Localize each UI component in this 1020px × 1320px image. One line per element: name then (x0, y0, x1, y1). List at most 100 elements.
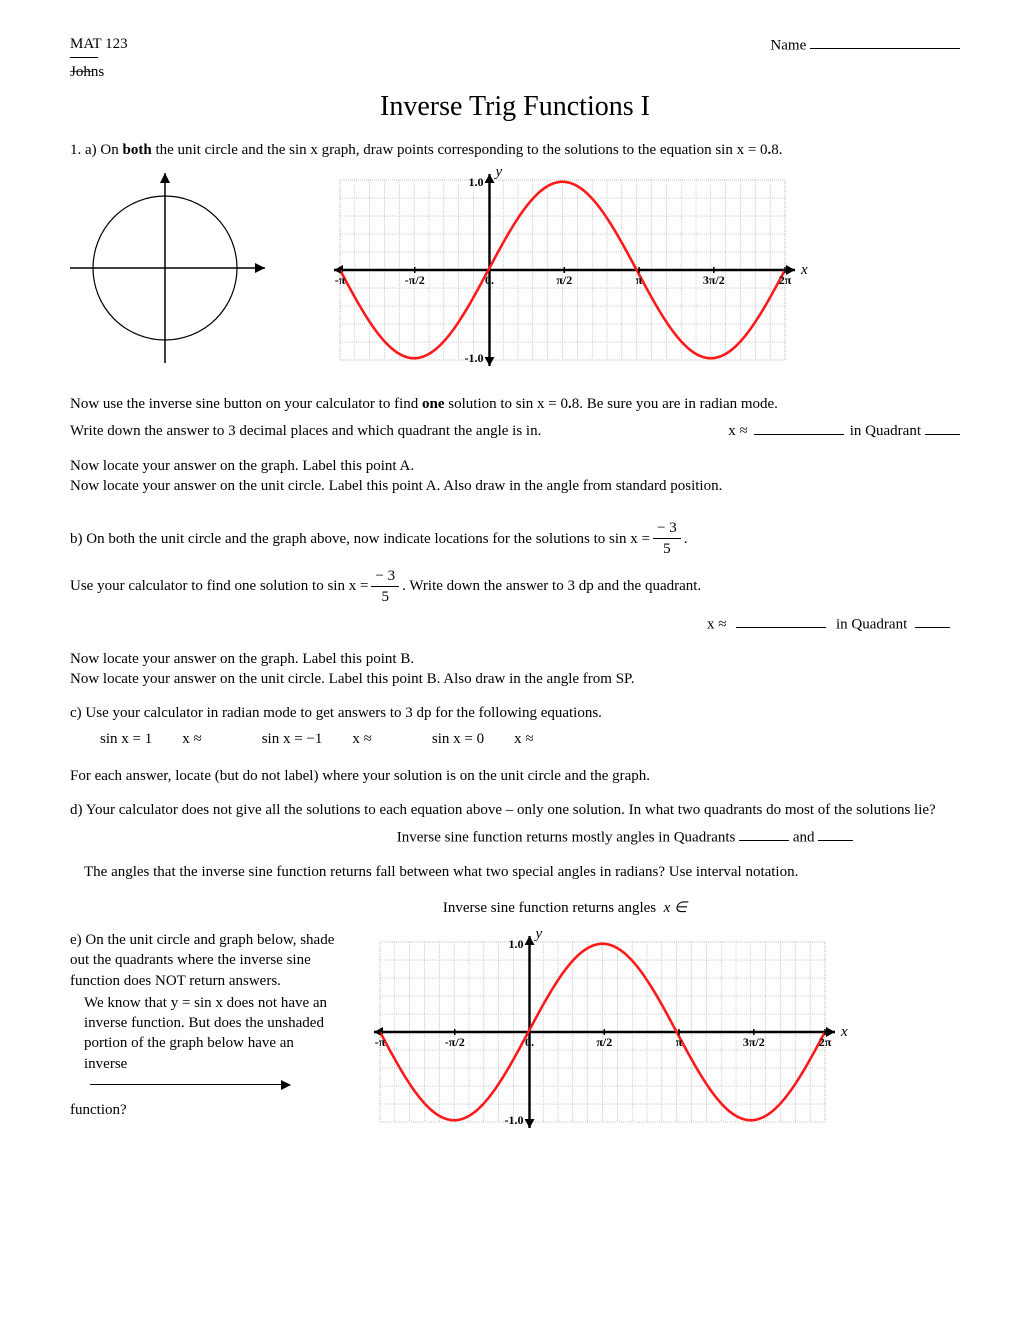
q1b-calc: Use your calculator to find one solution… (70, 566, 960, 608)
col-e-text: e) On the unit circle and graph below, s… (70, 930, 340, 1120)
q1c: c) Use your calculator in radian mode to… (70, 703, 960, 723)
q1a-intro: 1. a) On both the unit circle and the si… (70, 140, 960, 160)
t: . Write down the answer to 3 dp and the … (402, 576, 701, 596)
blank-x2[interactable] (736, 613, 826, 628)
svg-text:π: π (636, 273, 643, 287)
svg-text:-π: -π (375, 1035, 386, 1049)
eq-row: sin x = 1 x ≈ sin x = −1 x ≈ sin x = 0 x… (100, 729, 960, 749)
p-inverse-calc: Now use the inverse sine button on your … (70, 394, 960, 414)
frac-1: − 3 5 (653, 518, 681, 560)
in-quadrant-1: in Quadrant (850, 421, 921, 441)
sin-graph-2-wrap: -π-π/20.π/2π3π/22π1.0-1.0 y x (370, 930, 850, 1140)
p-each-locate: For each answer, locate (but do not labe… (70, 766, 960, 786)
page-title: Inverse Trig Functions I (70, 88, 960, 126)
blank-x1[interactable] (754, 420, 844, 435)
y-axis-label-2: y (536, 924, 543, 944)
svg-text:-1.0: -1.0 (465, 351, 484, 365)
q1e-text1: e) On the unit circle and graph below, s… (70, 930, 340, 991)
header-row: MAT 123 Name (70, 34, 960, 56)
row-e: e) On the unit circle and graph below, s… (70, 930, 960, 1140)
t: Now locate your answer on the unit circl… (70, 478, 722, 494)
frac-den: 5 (371, 586, 399, 607)
q1e-text3: function? (70, 1100, 340, 1120)
in-quadrant-2: in Quadrant (836, 616, 907, 632)
svg-text:3π/2: 3π/2 (703, 273, 725, 287)
x-axis-label-2: x (841, 1022, 848, 1042)
y-axis-label-1: y (496, 162, 503, 182)
name-field: Name (770, 34, 960, 56)
t: Inverse sine function returns mostly ang… (397, 829, 736, 845)
t: Now locate your answer on the unit circl… (70, 671, 634, 687)
sin-graph-1-svg: -π -π/2 0. π/2 π 3π/2 2π 1.0 -1.0 (330, 168, 810, 378)
svg-text:π/2: π/2 (556, 273, 572, 287)
t: sin x = 1 (100, 731, 152, 747)
q1b: b) On both the unit circle and the graph… (70, 518, 960, 560)
blank-quad2[interactable] (915, 613, 950, 628)
name-label: Name (770, 37, 806, 53)
t: solution to sin x = 0 (445, 396, 568, 412)
x-approx-1: x ≈ (728, 421, 747, 441)
svg-text:-π: -π (335, 273, 346, 287)
svg-text:1.0: 1.0 (469, 175, 484, 189)
svg-text:0.: 0. (485, 273, 494, 287)
p-interval-ans: Inverse sine function returns angles x ∈ (70, 898, 960, 918)
t: sin x = 0 (432, 731, 484, 747)
figures-row-1: -π-π/20.π/2π3π/22π1.0-1.0 y x (70, 168, 960, 378)
eq-0: sin x = 1 x ≈ (100, 729, 202, 749)
t: x ≈ (352, 731, 371, 747)
t: x ≈ (514, 731, 533, 747)
x-axis-label-1: x (801, 260, 808, 280)
t: Inverse sine function returns angles (443, 900, 656, 916)
p-write3dp: Write down the answer to 3 decimal place… (70, 421, 541, 441)
svg-text:2π: 2π (779, 273, 792, 287)
unit-circle-fig (70, 168, 300, 378)
frac-num: − 3 (371, 566, 399, 586)
header-dash: ___ (70, 56, 98, 58)
instructor: Johns (70, 62, 960, 82)
t: x ≈ (182, 731, 201, 747)
q1d: d) Your calculator does not give all the… (70, 800, 960, 820)
svg-text:0.: 0. (525, 1035, 534, 1049)
t: Now locate your answer on the graph. Lab… (70, 458, 414, 474)
x-in: x ∈ (664, 900, 687, 916)
course-code: MAT 123 (70, 34, 128, 56)
p-write3dp-row: Write down the answer to 3 decimal place… (70, 420, 960, 442)
t: Use your calculator to find one solution… (70, 576, 368, 596)
t: Now use the inverse sine button on your … (70, 396, 422, 412)
svg-text:π/2: π/2 (596, 1035, 612, 1049)
q1a-post: the unit circle and the sin x graph, dra… (152, 142, 768, 158)
t: 8. Be sure you are in radian mode. (572, 396, 778, 412)
q1a-post2: 8. (771, 142, 782, 158)
t: Now locate your answer on the graph. Lab… (70, 651, 414, 667)
blank-qd2[interactable] (818, 826, 853, 841)
name-blank[interactable] (810, 34, 960, 49)
x-approx-2: x ≈ (707, 616, 726, 632)
t: and (793, 829, 815, 845)
svg-text:-π/2: -π/2 (445, 1035, 465, 1049)
blank-qd1[interactable] (739, 826, 789, 841)
t: sin x = −1 (262, 731, 323, 747)
q1a-bold: both (123, 142, 152, 158)
sin-graph-1-wrap: -π-π/20.π/2π3π/22π1.0-1.0 y x (330, 168, 810, 378)
p-interval: The angles that the inverse sine functio… (84, 862, 960, 882)
arrow-right-icon (90, 1084, 290, 1085)
q1a-pre: 1. a) On (70, 142, 123, 158)
svg-text:3π/2: 3π/2 (743, 1035, 765, 1049)
t: b) On both the unit circle and the graph… (70, 529, 650, 549)
q1d-ans: Inverse sine function returns mostly ang… (70, 826, 960, 848)
t: one (422, 396, 445, 412)
t: . (684, 529, 688, 549)
svg-text:-π/2: -π/2 (405, 273, 425, 287)
svg-text:π: π (676, 1035, 683, 1049)
frac-2: − 3 5 (371, 566, 399, 608)
p-locate-B: Now locate your answer on the graph. Lab… (70, 649, 960, 690)
svg-text:1.0: 1.0 (509, 937, 524, 951)
unit-circle-svg (70, 168, 300, 378)
svg-text:-1.0: -1.0 (505, 1113, 524, 1127)
eq-2: sin x = 0 x ≈ (432, 729, 534, 749)
row-xapprox-2: x ≈ in Quadrant (70, 613, 960, 635)
blank-quad1[interactable] (925, 420, 960, 435)
p-locate-A: Now locate your answer on the graph. Lab… (70, 456, 960, 497)
frac-den: 5 (653, 538, 681, 559)
sin-graph-2-svg: -π-π/20.π/2π3π/22π1.0-1.0 (370, 930, 850, 1140)
